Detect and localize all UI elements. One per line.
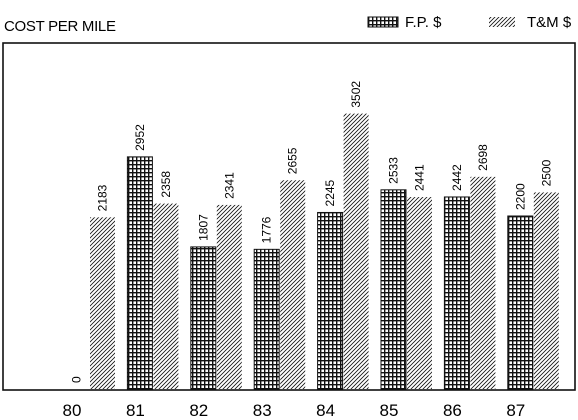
legend: F.P. $ T&M $ <box>367 14 572 31</box>
value-labels: 0 2183 2952 2358 1807 2341 1776 2655 2245 3502 253… <box>70 81 554 383</box>
bar-tm-85 <box>407 197 432 389</box>
bar-fp-81 <box>126 156 153 390</box>
x-tick-label-86: 86 <box>443 401 462 420</box>
value-label-fp-80: 0 <box>70 376 84 383</box>
value-label-tm-82: 2341 <box>222 172 236 199</box>
bar-tm-82 <box>216 204 242 389</box>
bar-fp-85 <box>380 189 407 390</box>
chart-title: COST PER MILE <box>4 18 116 35</box>
legend-swatch-tm <box>489 17 515 27</box>
bar-fp-82 <box>190 246 217 390</box>
value-label-fp-81: 2952 <box>133 124 147 151</box>
legend-swatch-fp <box>367 16 399 28</box>
plot-frame <box>2 42 576 391</box>
value-label-fp-83: 1776 <box>260 216 274 243</box>
value-label-tm-83: 2655 <box>286 147 300 174</box>
x-tick-label-82: 82 <box>189 401 208 420</box>
value-label-tm-87: 2500 <box>539 159 553 186</box>
x-tick-label-81: 81 <box>126 401 145 420</box>
bar-fp-83 <box>253 248 280 390</box>
x-tick-label-83: 83 <box>253 401 272 420</box>
legend-label-tm: T&M $ <box>527 14 572 31</box>
bar-tm-86 <box>470 176 496 389</box>
bar-tm-80 <box>90 217 115 389</box>
bar-tm-81 <box>153 203 179 389</box>
value-label-tm-80: 2183 <box>96 184 110 211</box>
x-tick-label-87: 87 <box>506 401 525 420</box>
value-label-tm-85: 2441 <box>413 164 427 191</box>
value-label-fp-87: 2200 <box>513 183 527 210</box>
value-label-fp-85: 2533 <box>387 157 401 184</box>
bar-tm-83 <box>280 180 306 389</box>
value-label-fp-84: 2245 <box>323 179 337 206</box>
x-axis-ticks: 80 81 82 83 84 85 86 87 <box>63 401 526 420</box>
value-label-fp-86: 2442 <box>450 164 464 191</box>
bar-tm-87 <box>533 192 559 389</box>
bar-tm-84 <box>343 113 369 390</box>
value-label-tm-86: 2698 <box>476 144 490 171</box>
x-tick-label-80: 80 <box>63 401 82 420</box>
bar-fp-86 <box>443 196 470 390</box>
legend-label-fp: F.P. $ <box>405 14 442 31</box>
x-tick-label-84: 84 <box>316 401 335 420</box>
x-tick-label-85: 85 <box>380 401 399 420</box>
bar-fp-84 <box>317 211 344 390</box>
value-label-tm-81: 2358 <box>159 171 173 198</box>
value-label-tm-84: 3502 <box>349 81 363 108</box>
value-label-fp-82: 1807 <box>196 214 210 241</box>
bar-fp-87 <box>507 215 534 390</box>
bars <box>90 113 559 390</box>
